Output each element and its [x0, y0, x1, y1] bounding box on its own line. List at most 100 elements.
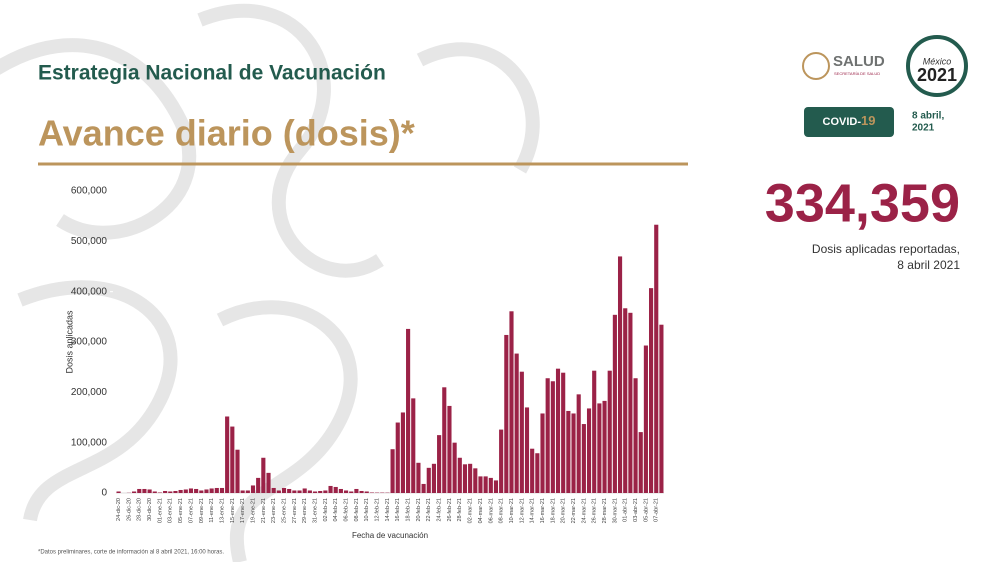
bar [276, 490, 281, 493]
bar [617, 256, 623, 493]
x-tick-label: 08-mar-21 [499, 498, 505, 523]
bar [431, 463, 437, 493]
bar [597, 403, 602, 493]
bar [607, 370, 612, 493]
bar [483, 476, 488, 493]
subtitle: Avance diario (dosis)* [38, 113, 415, 154]
x-tick-label: 14-mar-21 [530, 498, 536, 523]
bar [137, 488, 142, 493]
bar [416, 462, 421, 493]
bar [395, 422, 400, 493]
x-tick-label: 03-ene-21 [168, 498, 174, 523]
bar [602, 400, 607, 493]
bar [411, 398, 416, 493]
bar [271, 487, 276, 493]
x-tick-label: 17-ene-21 [240, 498, 246, 523]
x-tick-label: 28-feb-21 [457, 498, 463, 522]
x-tick-label: 24-dic-20 [116, 498, 122, 521]
y-tick-label: 400,000 [71, 286, 108, 297]
y-tick-label: 100,000 [71, 437, 108, 448]
date-year: 2021 [912, 123, 935, 134]
bar [147, 489, 152, 493]
x-tick-label: 02-mar-21 [468, 498, 474, 523]
x-tick-label: 26-feb-21 [447, 498, 453, 522]
bar [333, 486, 338, 493]
x-tick-label: 05-abr-21 [643, 498, 649, 522]
bar [157, 492, 163, 493]
x-tick-label: 31-ene-21 [312, 498, 318, 523]
bar [478, 476, 483, 493]
x-tick-label: 24-feb-21 [437, 498, 443, 522]
bar [302, 488, 307, 493]
bar [292, 490, 297, 493]
bar [173, 490, 178, 493]
bar [281, 487, 287, 493]
bar [561, 372, 566, 493]
bar [266, 472, 271, 493]
x-tick-label: 05-ene-21 [178, 498, 184, 523]
bar [468, 463, 473, 493]
x-tick-label: 25-ene-21 [281, 498, 287, 523]
bar [343, 490, 349, 493]
bar [230, 426, 235, 493]
x-tick-label: 03-abr-21 [633, 498, 639, 522]
bar [571, 413, 576, 493]
bar [328, 485, 333, 493]
x-tick-label: 26-mar-21 [592, 498, 598, 523]
bar [452, 442, 457, 493]
bar [338, 488, 343, 493]
x-tick-label: 12-mar-21 [519, 498, 525, 523]
bar [369, 492, 374, 493]
x-tick-label: 26-dic-20 [126, 498, 132, 521]
y-tick-label: 200,000 [71, 387, 108, 398]
badge [804, 107, 894, 137]
bar [307, 490, 312, 493]
x-tick-label: 12-feb-21 [375, 498, 381, 522]
x-tick-label: 02-feb-21 [323, 498, 329, 522]
bar [323, 490, 328, 493]
bar [545, 378, 550, 493]
background-pattern [0, 3, 540, 562]
footnote: *Datos preliminares, corte de informació… [38, 550, 224, 556]
bar [116, 491, 121, 493]
bar [462, 464, 468, 493]
x-tick-label: 30-dic-20 [147, 498, 153, 521]
y-tick-label: 0 [101, 488, 107, 499]
x-tick-label: 06-feb-21 [344, 498, 350, 522]
bar [219, 487, 225, 493]
bar [261, 457, 266, 493]
x-tick-label: 30-mar-21 [612, 498, 618, 523]
bar [400, 412, 405, 493]
x-tick-label: 29-ene-21 [302, 498, 308, 523]
y-axis-label: Dosis aplicadas [64, 310, 74, 374]
bar [504, 334, 509, 493]
x-tick-label: 15-ene-21 [230, 498, 236, 523]
bar [152, 491, 157, 493]
bar [235, 449, 240, 493]
bar [633, 378, 638, 493]
badge-prefix: COVID- [823, 116, 862, 128]
bar [163, 490, 168, 493]
x-tick-label: 20-feb-21 [416, 498, 422, 522]
logo2-text: 2021 [917, 65, 957, 85]
bar [638, 432, 643, 493]
bar [550, 381, 555, 493]
bar [194, 488, 199, 493]
bar [509, 311, 514, 493]
bar [659, 324, 664, 493]
bar [168, 491, 173, 493]
bar [643, 345, 648, 493]
x-tick-label: 22-feb-21 [426, 498, 432, 522]
x-tick-label: 24-mar-21 [581, 498, 587, 523]
bar [654, 224, 659, 493]
bar [142, 488, 147, 493]
bar [566, 410, 571, 493]
bar [442, 387, 447, 493]
x-tick-label: 27-ene-21 [292, 498, 298, 523]
bar [225, 416, 230, 493]
bar [555, 368, 561, 493]
bar [178, 489, 183, 493]
x-tick-label: 16-mar-21 [540, 498, 546, 523]
bar [586, 408, 592, 493]
